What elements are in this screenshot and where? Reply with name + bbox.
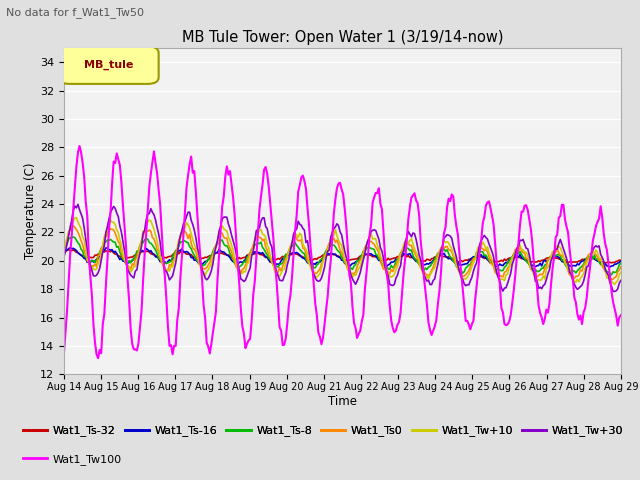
Legend: Wat1_Ts-32, Wat1_Ts-16, Wat1_Ts-8, Wat1_Ts0, Wat1_Tw+10, Wat1_Tw+30: Wat1_Ts-32, Wat1_Ts-16, Wat1_Ts-8, Wat1_… <box>19 421 628 441</box>
FancyBboxPatch shape <box>58 47 159 84</box>
Title: MB Tule Tower: Open Water 1 (3/19/14-now): MB Tule Tower: Open Water 1 (3/19/14-now… <box>182 30 503 46</box>
Legend: Wat1_Tw100: Wat1_Tw100 <box>19 450 126 469</box>
Text: MB_tule: MB_tule <box>84 60 133 70</box>
Text: No data for f_Wat1_Tw50: No data for f_Wat1_Tw50 <box>6 7 145 18</box>
X-axis label: Time: Time <box>328 395 357 408</box>
Y-axis label: Temperature (C): Temperature (C) <box>24 163 37 260</box>
